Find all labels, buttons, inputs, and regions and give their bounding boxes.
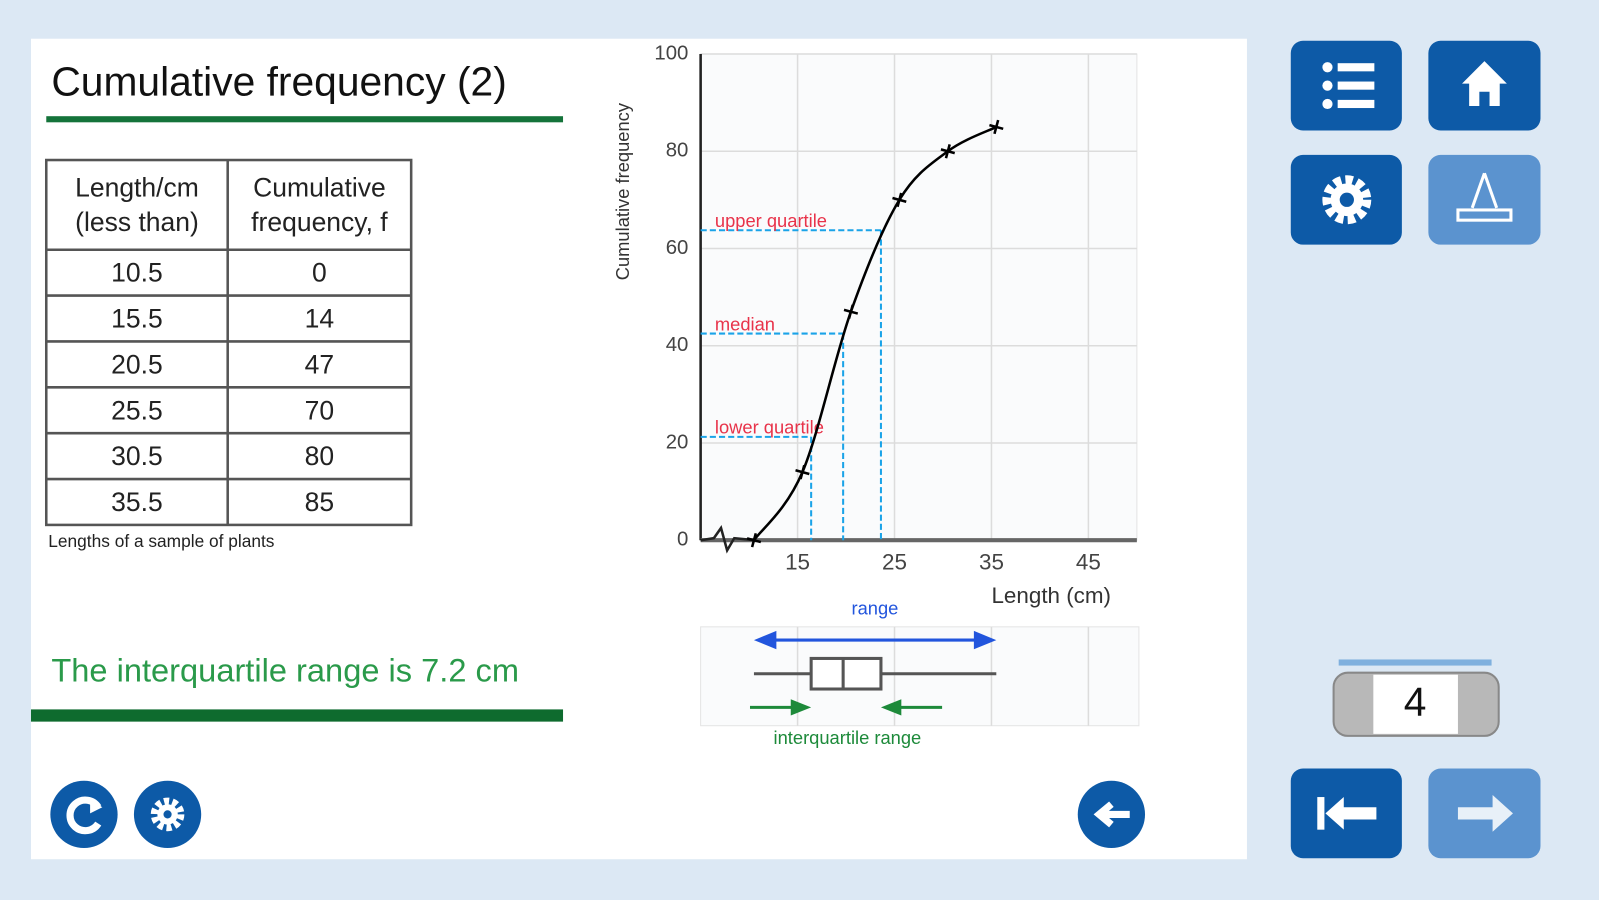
quartile-label: lower quartile [715,417,824,438]
table-cell: 85 [305,487,334,517]
settings-button[interactable] [1290,154,1402,245]
data-point [940,144,956,159]
plot-area [700,53,1138,541]
home-button[interactable] [1428,40,1541,131]
column-header: Length/cm [75,173,199,203]
axis-break [700,525,755,554]
table-cell: 80 [305,441,334,471]
page-title: Cumulative frequency (2) [51,58,506,104]
data-point [892,192,907,208]
column-header: Cumulative [253,173,386,203]
result-bar [30,709,564,722]
data-point [843,304,859,319]
page-number: 4 [1404,679,1427,725]
result-text: The interquartile range is 7.2 cm [51,651,519,688]
table-cell: 15.5 [111,304,163,334]
x-tick-label: 35 [979,550,1004,575]
data-point [989,119,1004,135]
first-page-button[interactable] [1290,768,1402,859]
iqr-label: interquartile range [774,727,922,748]
y-tick-label: 40 [666,334,689,356]
options-button[interactable] [133,780,202,849]
y-tick-label: 0 [677,529,688,551]
table-cell: 10.5 [111,258,163,288]
box [809,656,883,691]
x-tick-label: 15 [785,550,810,575]
y-axis-label: Cumulative frequency [612,102,633,280]
reset-button[interactable] [50,780,118,849]
x-axis-label: Length (cm) [991,583,1111,608]
x-tick-label: 45 [1076,550,1101,575]
title-underline [46,116,564,123]
column-header: (less than) [75,207,199,237]
quartile-label: median [715,313,775,334]
data-point [746,532,762,548]
table-cell: 70 [305,395,334,425]
data-table: Length/cm (less than) Cumulative frequency,… [44,158,413,527]
table-cell: 20.5 [111,349,163,379]
page-counter: 4 [1332,659,1500,737]
y-tick-label: 80 [666,140,689,162]
table-cell: 0 [312,258,327,288]
table-cell: 14 [305,304,334,334]
table-cell: 35.5 [111,487,163,517]
column-header: frequency, f [251,207,388,237]
back-button[interactable] [1077,780,1146,849]
next-button[interactable] [1428,768,1541,859]
table-caption: Lengths of a sample of plants [48,531,275,551]
y-tick-label: 20 [666,431,689,453]
quartile-label: upper quartile [715,210,827,231]
chart: 0 20 40 60 80 100 15 25 35 45 Cumulative frequency… [612,42,1140,748]
tools-button[interactable] [1428,154,1541,245]
y-tick-label: 100 [654,42,688,64]
data-point [795,464,810,480]
range-label: range [851,597,898,618]
menu-button[interactable] [1290,40,1402,131]
table-cell: 25.5 [111,395,163,425]
x-tick-label: 25 [882,550,907,575]
table-cell: 47 [305,349,334,379]
y-tick-label: 60 [666,237,689,259]
table-cell: 30.5 [111,441,163,471]
